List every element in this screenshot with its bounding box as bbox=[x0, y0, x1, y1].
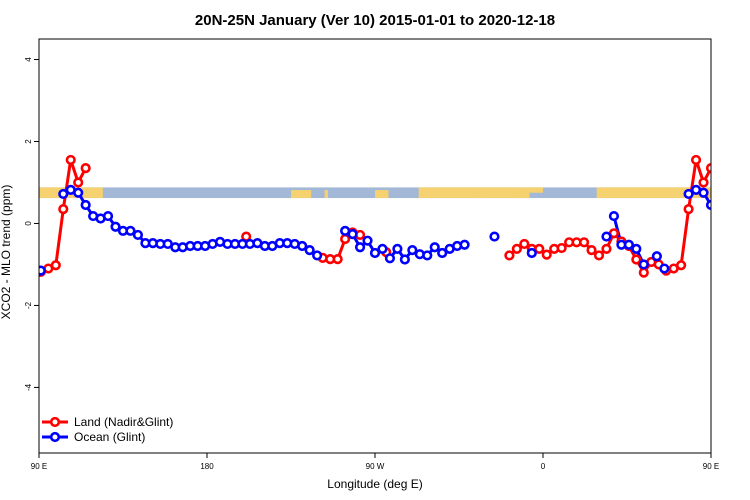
data-point-ocean bbox=[369, 247, 381, 259]
data-point-land bbox=[676, 260, 687, 271]
data-point-ocean bbox=[392, 243, 403, 254]
data-point-land bbox=[65, 154, 76, 166]
data-point-ocean bbox=[459, 239, 470, 250]
data-point-ocean bbox=[377, 243, 388, 254]
data-point-ocean bbox=[722, 215, 730, 223]
data-point-ocean bbox=[110, 221, 121, 232]
data-point-ocean bbox=[407, 244, 418, 256]
data-point-ocean bbox=[399, 254, 410, 265]
legend: Land (Nadir&Glint) Ocean (Glint) bbox=[42, 415, 173, 444]
data-point-ocean bbox=[437, 247, 448, 259]
data-point-ocean bbox=[489, 231, 500, 242]
data-point-ocean bbox=[354, 242, 366, 253]
x-tick-label: 90 W bbox=[366, 462, 385, 471]
data-point-ocean bbox=[58, 188, 69, 200]
data-point-land bbox=[638, 267, 649, 278]
land-patch bbox=[596, 187, 711, 199]
legend-land-marker bbox=[49, 416, 61, 428]
x-tick-label: 90 E bbox=[703, 462, 719, 471]
land-patch bbox=[418, 187, 523, 199]
data-point-land bbox=[80, 163, 91, 174]
data-point-land bbox=[73, 177, 84, 188]
legend-land-label: Land (Nadir&Glint) bbox=[74, 415, 173, 429]
data-point-land bbox=[58, 204, 69, 215]
data-point-land bbox=[556, 242, 567, 254]
data-point-land bbox=[578, 237, 590, 248]
series-line-land bbox=[40, 158, 88, 274]
data-point-land bbox=[504, 250, 515, 261]
data-point-ocean bbox=[80, 199, 91, 211]
data-point-land bbox=[690, 154, 702, 166]
data-point-ocean bbox=[698, 187, 709, 198]
data-point-ocean bbox=[631, 243, 642, 254]
data-point-ocean bbox=[651, 251, 662, 262]
data-point-land bbox=[50, 260, 61, 271]
data-point-ocean bbox=[659, 263, 670, 274]
y-tick-label: -2 bbox=[24, 301, 33, 309]
data-point-ocean bbox=[304, 244, 315, 256]
data-point-ocean bbox=[715, 212, 723, 220]
data-point-land bbox=[340, 233, 351, 245]
data-point-ocean bbox=[638, 259, 649, 270]
data-point-land bbox=[534, 243, 545, 254]
data-point-ocean bbox=[39, 265, 46, 276]
x-axis-ticks: 90 E 180 90 W 0 90 E bbox=[31, 453, 719, 471]
data-point-land bbox=[541, 249, 552, 260]
data-point-ocean bbox=[312, 250, 323, 261]
y-axis-label: XCO2 - MLO trend (ppm) bbox=[0, 185, 13, 320]
data-point-land bbox=[593, 250, 605, 261]
data-point-land bbox=[586, 244, 597, 256]
y-axis-ticks: -4 -2 0 2 4 bbox=[24, 57, 39, 391]
land-patch bbox=[375, 190, 389, 199]
data-point-ocean bbox=[683, 188, 694, 200]
data-point-land bbox=[241, 231, 252, 242]
land-patch bbox=[324, 190, 328, 199]
data-point-land bbox=[332, 254, 343, 265]
data-point-land bbox=[683, 204, 694, 215]
land-ocean-band bbox=[39, 187, 711, 199]
series-lines bbox=[40, 158, 711, 275]
y-tick-label: 2 bbox=[24, 139, 33, 144]
x-tick-label: 90 E bbox=[31, 462, 47, 471]
data-point-ocean bbox=[601, 231, 612, 242]
data-point-ocean bbox=[422, 250, 433, 261]
data-point-ocean bbox=[623, 239, 634, 250]
y-tick-label: 0 bbox=[24, 221, 33, 226]
chart-title: 20N-25N January (Ver 10) 2015-01-01 to 2… bbox=[195, 12, 555, 29]
data-point-ocean bbox=[705, 199, 711, 211]
land-patch bbox=[522, 187, 543, 193]
x-tick-label: 0 bbox=[541, 462, 546, 471]
legend-ocean-label: Ocean (Glint) bbox=[74, 430, 145, 444]
series-points bbox=[39, 154, 750, 278]
data-point-ocean bbox=[132, 229, 144, 241]
land-patch bbox=[291, 190, 312, 199]
data-point-ocean bbox=[362, 235, 373, 246]
data-point-ocean bbox=[429, 242, 440, 253]
data-point-land bbox=[519, 238, 530, 250]
data-point-ocean bbox=[745, 227, 750, 235]
x-axis-label: Longitude (deg E) bbox=[327, 477, 422, 491]
data-point-ocean bbox=[102, 210, 114, 222]
data-point-ocean bbox=[384, 253, 396, 264]
y-tick-label: -4 bbox=[24, 383, 33, 391]
data-point-ocean bbox=[737, 223, 745, 231]
data-point-land bbox=[511, 243, 522, 254]
data-point-ocean bbox=[73, 187, 84, 198]
data-point-ocean bbox=[730, 212, 738, 220]
data-point-ocean bbox=[608, 210, 620, 222]
data-point-ocean bbox=[526, 247, 537, 259]
data-point-land bbox=[705, 163, 711, 174]
data-point-ocean bbox=[125, 225, 136, 236]
data-point-ocean bbox=[297, 240, 308, 252]
x-tick-label: 180 bbox=[200, 462, 214, 471]
data-point-land bbox=[698, 177, 709, 188]
data-point-ocean bbox=[347, 229, 358, 240]
legend-ocean-marker bbox=[49, 431, 61, 443]
data-point-land bbox=[631, 254, 642, 265]
y-tick-label: 4 bbox=[24, 57, 33, 62]
data-point-land bbox=[601, 243, 612, 254]
